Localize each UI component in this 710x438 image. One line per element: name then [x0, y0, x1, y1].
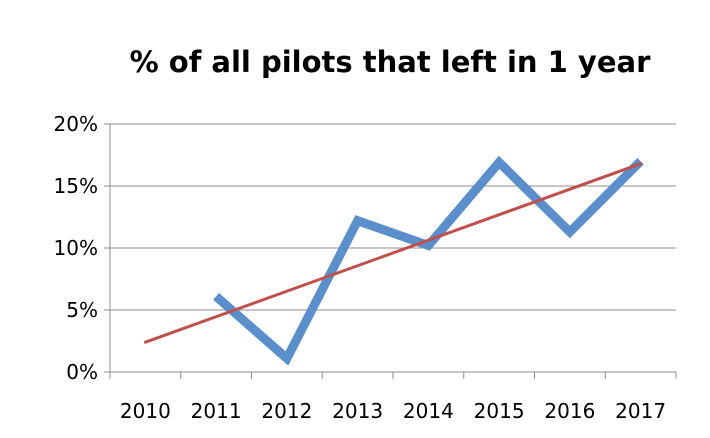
- y-tick-label: 20%: [54, 112, 98, 136]
- trendline: [143, 162, 643, 344]
- x-tick-label: 2012: [261, 399, 312, 423]
- series-lines: [143, 155, 644, 366]
- y-tick-label: 15%: [54, 174, 98, 198]
- y-tick-label: 5%: [66, 298, 98, 322]
- gridlines: [110, 123, 676, 311]
- chart-title: % of all pilots that left in 1 year: [130, 45, 651, 79]
- y-axis-tick-labels: 0% 5% 10% 15% 20%: [54, 112, 98, 384]
- x-axis-tick-labels: 2010 2011 2012 2013 2014 2015 2016 2017: [120, 399, 666, 423]
- y-tick-label: 10%: [54, 236, 98, 260]
- data-series-line: [213, 155, 644, 366]
- x-tick-label: 2017: [615, 399, 666, 423]
- axes: [104, 123, 677, 379]
- x-tick-label: 2013: [332, 399, 383, 423]
- x-tick-label: 2015: [474, 399, 525, 423]
- x-tick-label: 2011: [191, 399, 242, 423]
- x-tick-label: 2014: [403, 399, 454, 423]
- x-tick-label: 2010: [120, 399, 171, 423]
- y-tick-label: 0%: [66, 360, 98, 384]
- x-tick-label: 2016: [544, 399, 595, 423]
